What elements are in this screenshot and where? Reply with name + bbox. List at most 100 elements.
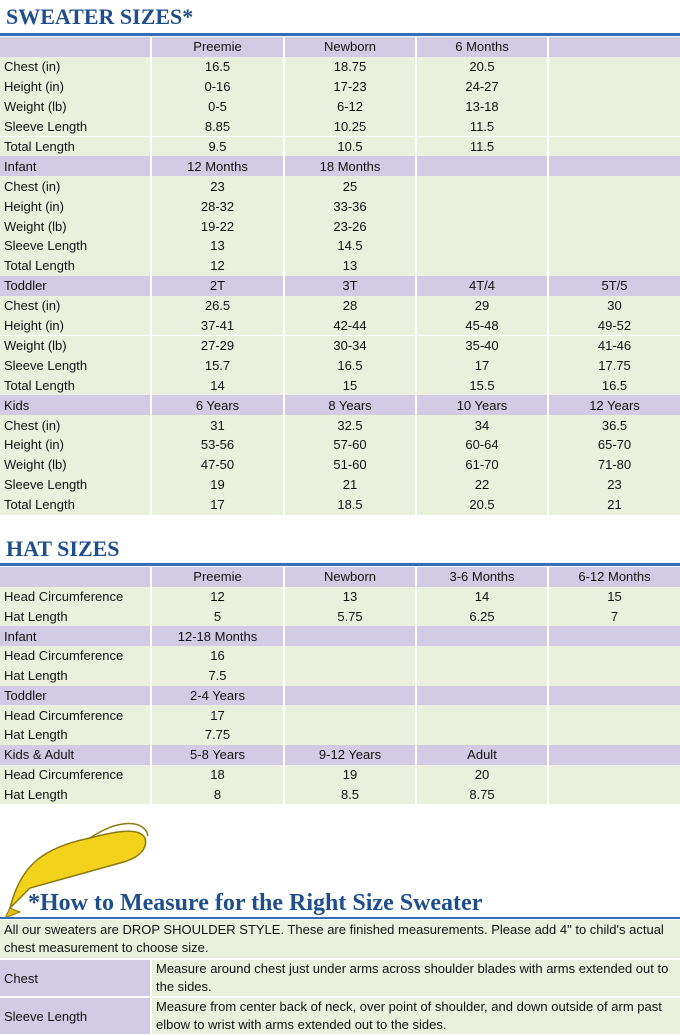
table-cell: 11.5 [417, 116, 547, 137]
table-cell [549, 56, 680, 77]
table-cell: 42-44 [285, 315, 415, 336]
table-cell [549, 96, 680, 117]
table-cell: 23 [152, 176, 283, 197]
title-rule [0, 33, 680, 36]
table-cell: 21 [549, 494, 680, 515]
table-cell: 12 [152, 586, 283, 607]
table-cell: Height (in) [0, 435, 150, 455]
title-rule [0, 563, 680, 566]
table-cell: 15 [549, 586, 680, 607]
table-cell: 9.5 [152, 136, 283, 157]
table-cell: 28 [285, 295, 415, 316]
header-cell: 9-12 Years [285, 744, 415, 765]
measure-text: Measure from center back of neck, over p… [152, 998, 680, 1034]
table-cell [549, 725, 680, 745]
table-cell: Head Circumference [0, 586, 150, 607]
table-cell: 7 [549, 606, 680, 627]
table-cell: 16.5 [152, 56, 283, 77]
table-cell: 41-46 [549, 335, 680, 356]
table-cell: 17 [152, 494, 283, 515]
table-cell: 14 [152, 375, 283, 396]
table-cell [549, 76, 680, 97]
table-cell: 47-50 [152, 454, 283, 475]
header-cell: Preemie [152, 37, 283, 57]
table-cell: 18.5 [285, 494, 415, 515]
table-cell [417, 705, 547, 725]
header-cell [549, 744, 680, 765]
tape-measure-icon [4, 822, 149, 918]
table-cell: 20.5 [417, 494, 547, 515]
table-cell: 20 [417, 764, 547, 785]
table-cell: Head Circumference [0, 764, 150, 785]
table-cell: 17 [152, 705, 283, 725]
header-cell: 10 Years [417, 395, 547, 416]
table-cell [285, 646, 415, 666]
table-cell [285, 725, 415, 745]
table-cell: 7.5 [152, 665, 283, 686]
table-cell: Height (in) [0, 196, 150, 217]
table-cell: 33-36 [285, 196, 415, 217]
measure-text: Measure around chest just under arms acr… [152, 960, 680, 996]
measure-label: Sleeve Length [0, 998, 150, 1034]
table-cell: 10.25 [285, 116, 415, 137]
table-cell: 6.25 [417, 606, 547, 627]
header-cell: Kids & Adult [0, 744, 150, 765]
table-cell: 7.75 [152, 725, 283, 745]
table-cell: Total Length [0, 136, 150, 157]
table-cell: 30 [549, 295, 680, 316]
table-cell [417, 725, 547, 745]
header-cell: Infant [0, 156, 150, 177]
table-cell: 16.5 [549, 375, 680, 396]
table-cell: 15.7 [152, 355, 283, 376]
table-cell: 37-41 [152, 315, 283, 336]
table-cell: 25 [285, 176, 415, 197]
measure-label: Chest [0, 960, 150, 996]
table-cell: 51-60 [285, 454, 415, 475]
table-cell [417, 176, 547, 197]
table-cell [417, 236, 547, 256]
header-cell [549, 37, 680, 57]
table-cell: 34 [417, 415, 547, 435]
table-cell: 23 [549, 474, 680, 495]
table-cell [549, 646, 680, 666]
table-cell: 61-70 [417, 454, 547, 475]
header-cell [0, 567, 150, 587]
table-cell: 65-70 [549, 435, 680, 455]
table-cell [549, 236, 680, 256]
table-cell: Sleeve Length [0, 355, 150, 376]
table-cell: Hat Length [0, 725, 150, 745]
table-cell: 18 [152, 764, 283, 785]
table-cell [549, 255, 680, 276]
table-cell: 5 [152, 606, 283, 627]
table-cell: 8.75 [417, 784, 547, 804]
table-cell: Chest (in) [0, 295, 150, 316]
table-cell: Height (in) [0, 315, 150, 336]
header-cell: 5T/5 [549, 275, 680, 296]
header-cell [417, 685, 547, 706]
header-cell [549, 626, 680, 646]
table-cell [285, 705, 415, 725]
table-cell [417, 646, 547, 666]
table-cell [417, 255, 547, 276]
table-cell: Sleeve Length [0, 474, 150, 495]
table-cell: Hat Length [0, 606, 150, 627]
header-cell: 3T [285, 275, 415, 296]
table-cell: 60-64 [417, 435, 547, 455]
table-cell: Total Length [0, 494, 150, 515]
header-cell: 12 Years [549, 395, 680, 416]
table-cell: 13 [285, 586, 415, 607]
table-cell: 0-16 [152, 76, 283, 97]
table-cell: Head Circumference [0, 705, 150, 725]
table-cell: 20.5 [417, 56, 547, 77]
table-cell: 57-60 [285, 435, 415, 455]
header-cell: 5-8 Years [152, 744, 283, 765]
table-cell: 16.5 [285, 355, 415, 376]
header-cell: 6-12 Months [549, 567, 680, 587]
table-cell: 49-52 [549, 315, 680, 336]
table-cell: Hat Length [0, 665, 150, 686]
header-cell [549, 685, 680, 706]
table-cell [549, 216, 680, 236]
table-cell: Total Length [0, 255, 150, 276]
header-cell [285, 626, 415, 646]
table-cell [417, 665, 547, 686]
